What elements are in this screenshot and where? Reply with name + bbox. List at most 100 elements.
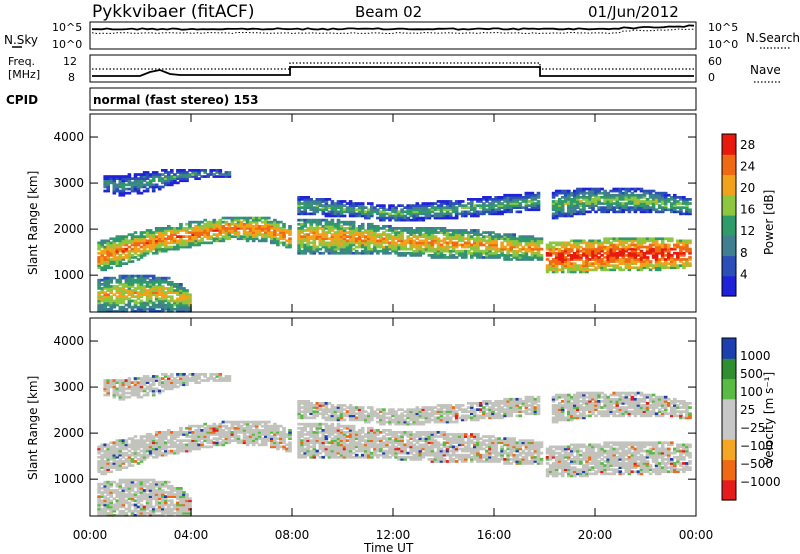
power-cell <box>142 245 147 249</box>
power-cell <box>136 241 141 245</box>
power-cell <box>591 262 595 265</box>
velocity-cell <box>139 449 144 453</box>
power-cell <box>360 243 365 247</box>
power-cell <box>679 264 683 267</box>
velocity-cell <box>170 499 174 503</box>
power-cell <box>406 218 410 222</box>
power-cell <box>164 227 168 230</box>
power-cell <box>473 210 477 214</box>
power-cell <box>142 285 147 288</box>
power-cell <box>388 204 392 207</box>
power-cell <box>385 237 389 241</box>
velocity-cell <box>118 478 123 482</box>
power-cell <box>312 243 317 247</box>
power-cell <box>136 179 141 183</box>
power-cell <box>176 303 180 307</box>
power-cell <box>600 187 604 191</box>
power-cell <box>154 278 159 282</box>
power-cell <box>124 187 129 191</box>
power-cell <box>200 231 204 234</box>
power-cell <box>657 243 662 247</box>
power-cell <box>212 239 217 243</box>
power-cell <box>130 299 135 303</box>
power-cell <box>618 204 623 207</box>
power-cell <box>115 287 120 290</box>
power-cell <box>106 260 110 263</box>
power-cell <box>321 241 326 245</box>
velocity-cell <box>130 437 135 440</box>
power-cell <box>563 212 568 216</box>
power-cell <box>151 237 156 241</box>
power-cell <box>685 247 689 251</box>
power-cell <box>260 227 265 230</box>
power-cell <box>424 235 429 238</box>
velocity-cell <box>182 379 186 382</box>
power-cell <box>112 251 117 255</box>
power-cell <box>430 231 435 234</box>
power-cell <box>148 239 153 243</box>
velocity-cell <box>157 447 162 451</box>
power-cell <box>330 220 335 224</box>
power-cell <box>651 204 656 207</box>
velocity-cell <box>124 439 129 442</box>
velocity-cell <box>224 424 229 428</box>
power-cell <box>194 231 198 234</box>
power-cell <box>560 264 565 267</box>
power-cell <box>651 266 656 270</box>
velocity-cell <box>121 480 126 484</box>
power-cell <box>603 262 607 265</box>
power-cell <box>424 206 429 209</box>
power-cell <box>151 173 156 176</box>
power-cell <box>636 251 641 255</box>
power-cell <box>427 247 432 251</box>
power-cell <box>636 206 641 209</box>
velocity-cell <box>151 391 156 395</box>
power-cell <box>218 231 223 234</box>
power-cell <box>382 251 386 255</box>
power-cell <box>233 235 238 238</box>
power-cell <box>360 225 365 228</box>
power-cell <box>333 249 338 253</box>
power-cell <box>633 208 638 212</box>
velocity-cell <box>197 447 201 451</box>
velocity-cell <box>115 443 120 447</box>
power-cell <box>651 243 656 247</box>
power-cell <box>663 243 668 247</box>
velocity-cell <box>145 511 150 515</box>
power-cell <box>612 202 616 205</box>
power-cell <box>576 191 580 195</box>
velocity-cell <box>197 426 201 430</box>
power-cell <box>454 202 459 205</box>
velocity-cell <box>100 464 104 467</box>
velocity-cell <box>112 453 117 457</box>
power-cell <box>136 185 141 189</box>
power-cell <box>503 247 507 251</box>
power-cell <box>639 202 644 205</box>
power-cell <box>618 266 623 270</box>
power-cell <box>118 276 123 280</box>
power-cell <box>670 196 674 199</box>
power-cell <box>527 241 532 245</box>
power-cell <box>167 171 171 174</box>
power-cell <box>585 260 589 263</box>
velocity-cell <box>200 373 204 376</box>
velocity-cell <box>161 441 165 445</box>
power-cell <box>682 245 686 249</box>
power-cell <box>357 231 362 234</box>
velocity-cell <box>151 387 156 391</box>
velocity-cell <box>136 501 141 505</box>
velocity-cell <box>167 491 171 494</box>
velocity-cell <box>121 453 126 457</box>
power-cell <box>285 239 289 243</box>
power-cell <box>621 196 626 199</box>
power-cell <box>448 206 453 209</box>
power-cell <box>179 227 183 230</box>
power-cell <box>148 285 153 288</box>
power-cell <box>591 247 595 251</box>
power-cell <box>167 305 171 309</box>
power-cell <box>221 175 226 178</box>
power-cell <box>642 208 647 212</box>
power-cell <box>645 262 650 265</box>
power-cell <box>424 231 429 234</box>
power-cell <box>109 260 113 263</box>
